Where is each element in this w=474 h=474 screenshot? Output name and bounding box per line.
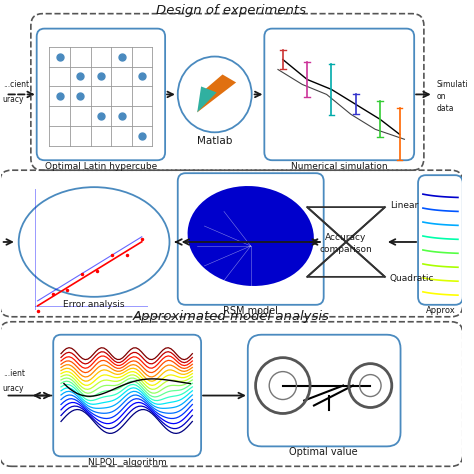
- Ellipse shape: [200, 200, 301, 280]
- Ellipse shape: [188, 186, 314, 286]
- Text: uracy: uracy: [3, 384, 24, 393]
- Text: Numerical simulation: Numerical simulation: [291, 162, 388, 171]
- Text: NLPQL  algorithm: NLPQL algorithm: [88, 458, 166, 467]
- FancyBboxPatch shape: [264, 28, 414, 160]
- Text: on: on: [437, 92, 446, 101]
- Text: Quadratic: Quadratic: [390, 274, 434, 283]
- Text: Error analysis: Error analysis: [64, 300, 125, 309]
- Ellipse shape: [219, 221, 283, 271]
- FancyBboxPatch shape: [248, 335, 401, 447]
- Text: Simulati: Simulati: [437, 80, 468, 89]
- Text: Matlab: Matlab: [197, 137, 232, 146]
- Text: uracy: uracy: [3, 95, 24, 104]
- Ellipse shape: [245, 249, 257, 259]
- Ellipse shape: [226, 228, 276, 268]
- Text: ...ient: ...ient: [3, 369, 25, 378]
- Text: ...cient: ...cient: [3, 80, 29, 89]
- Text: RSM model: RSM model: [223, 306, 278, 316]
- Text: Design of experiments: Design of experiments: [156, 4, 306, 17]
- FancyBboxPatch shape: [178, 173, 324, 305]
- Ellipse shape: [232, 235, 270, 265]
- FancyBboxPatch shape: [418, 175, 463, 305]
- Text: data: data: [437, 104, 454, 113]
- Polygon shape: [197, 86, 217, 112]
- Text: Approximated model analysis: Approximated model analysis: [133, 310, 330, 323]
- Text: Linear: Linear: [390, 201, 418, 210]
- Polygon shape: [197, 74, 236, 112]
- Text: Accuracy: Accuracy: [325, 233, 367, 241]
- Ellipse shape: [213, 214, 289, 274]
- FancyBboxPatch shape: [36, 28, 165, 160]
- Text: Optimal value: Optimal value: [289, 447, 358, 457]
- Text: comparison: comparison: [319, 246, 373, 255]
- Ellipse shape: [194, 193, 308, 283]
- Ellipse shape: [207, 207, 295, 277]
- Text: Approx: Approx: [426, 306, 456, 315]
- FancyBboxPatch shape: [53, 335, 201, 456]
- Text: Optimal Latin hypercube: Optimal Latin hypercube: [45, 162, 157, 171]
- Ellipse shape: [238, 242, 264, 262]
